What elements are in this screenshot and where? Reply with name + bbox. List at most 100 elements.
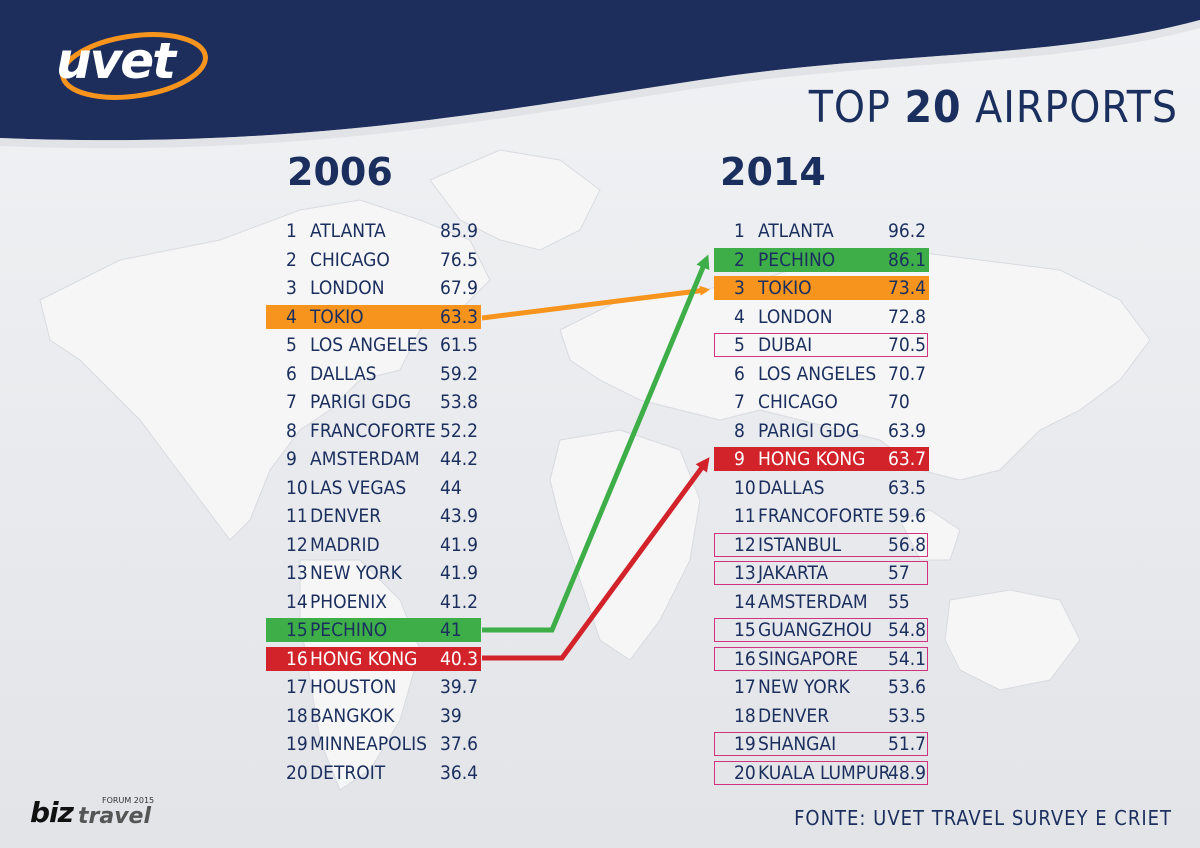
table-row: 1 ATLANTA 85.9	[266, 217, 486, 246]
airport-city: TOKIO	[310, 305, 364, 328]
airport-city: PHOENIX	[310, 590, 387, 613]
passengers-value: 37.6	[440, 733, 479, 755]
airport-city: FRANCOFORTE	[758, 505, 884, 527]
passengers-value: 61.5	[440, 334, 479, 356]
airport-city: HOUSTON	[310, 676, 397, 698]
passengers-value: 63.7	[888, 448, 927, 470]
row-highlight-red	[266, 646, 481, 671]
rank-number: 13	[286, 562, 308, 584]
airport-city: AMSTERDAM	[758, 590, 868, 613]
table-row: 1 ATLANTA 96.2	[714, 217, 934, 246]
airport-city: DENVER	[310, 505, 382, 527]
passengers-value: 44	[440, 476, 462, 499]
row-highlight-green	[714, 247, 929, 272]
passengers-value: 96.2	[888, 220, 927, 242]
airport-city: ATLANTA	[758, 220, 834, 242]
row-new-entry-box	[714, 646, 928, 671]
rank-number: 4	[286, 305, 297, 328]
airport-city: JAKARTA	[758, 562, 829, 584]
biz-logo-tag: FORUM 2015	[102, 796, 155, 805]
rank-number: 3	[286, 277, 297, 299]
passengers-value: 73.4	[888, 277, 927, 299]
rank-number: 19	[734, 733, 756, 755]
airport-city: LAS VEGAS	[310, 476, 407, 499]
passengers-value: 39.7	[440, 676, 479, 698]
rank-number: 11	[286, 505, 308, 527]
row-highlight-orange	[266, 304, 481, 329]
table-row: 17 HOUSTON 39.7	[266, 673, 486, 702]
airport-city: DALLAS	[758, 476, 825, 499]
table-row: 11 FRANCOFORTE 59.6	[714, 502, 934, 531]
table-row: 5 DUBAI 70.5	[714, 331, 934, 360]
rank-number: 17	[734, 676, 756, 698]
table-row: 6 LOS ANGELES 70.7	[714, 360, 934, 389]
row-new-entry-box	[714, 333, 928, 357]
passengers-value: 53.6	[888, 676, 927, 698]
table-row: 17 NEW YORK 53.6	[714, 673, 934, 702]
passengers-value: 41.9	[440, 533, 479, 556]
passengers-value: 72.8	[888, 305, 927, 328]
airport-city: HONG KONG	[310, 647, 418, 670]
title-suffix: AIRPORTS	[961, 82, 1178, 133]
page-title: TOP 20 AIRPORTS	[809, 82, 1178, 133]
table-row: 13 JAKARTA 57	[714, 559, 934, 588]
airport-city: HONG KONG	[758, 448, 866, 470]
rank-number: 11	[734, 505, 756, 527]
rank-number: 6	[734, 362, 745, 385]
table-row: 9 AMSTERDAM 44.2	[266, 445, 486, 474]
rank-number: 13	[734, 562, 756, 584]
rank-number: 2	[734, 248, 745, 271]
airport-city: PARIGI GDG	[310, 391, 412, 413]
passengers-value: 53.8	[440, 391, 479, 413]
table-row: 8 FRANCOFORTE 52.2	[266, 417, 486, 446]
ranking-2014: 1 ATLANTA 96.2 2 PECHINO 86.1 3 TOKIO 73.4 4 LONDO…	[714, 217, 934, 787]
rank-number: 8	[734, 419, 745, 442]
table-row: 18 DENVER 53.5	[714, 702, 934, 731]
ranking-2006: 1 ATLANTA 85.9 2 CHICAGO 76.5 3 LONDON 67.9 4 TOKI…	[266, 217, 486, 787]
airport-city: LOS ANGELES	[758, 362, 877, 385]
rank-number: 9	[286, 448, 297, 470]
airport-city: PECHINO	[758, 248, 836, 271]
uvet-logo: uvet	[52, 26, 212, 106]
biztravel-logo: biz travel FORUM 2015	[30, 796, 160, 832]
rank-number: 16	[286, 647, 308, 670]
table-row: 15 GUANGZHOU 54.8	[714, 616, 934, 645]
passengers-value: 48.9	[888, 761, 927, 784]
row-new-entry-box	[714, 618, 928, 642]
passengers-value: 54.1	[888, 647, 927, 670]
title-number: 20	[904, 82, 962, 133]
airport-city: MADRID	[310, 533, 380, 556]
airport-city: LONDON	[758, 305, 833, 328]
rank-number: 20	[734, 761, 756, 784]
passengers-value: 53.5	[888, 704, 927, 727]
table-row: 6 DALLAS 59.2	[266, 360, 486, 389]
table-row: 11 DENVER 43.9	[266, 502, 486, 531]
table-row: 7 CHICAGO 70	[714, 388, 934, 417]
airport-city: LOS ANGELES	[310, 334, 429, 356]
rank-number: 12	[734, 533, 756, 556]
rank-number: 15	[734, 619, 756, 641]
rank-number: 10	[286, 476, 308, 499]
passengers-value: 51.7	[888, 733, 927, 755]
airport-city: SHANGAI	[758, 733, 837, 755]
biz-logo-sub: travel	[78, 804, 152, 829]
passengers-value: 43.9	[440, 505, 479, 527]
airport-city: DENVER	[758, 704, 830, 727]
rank-number: 7	[286, 391, 297, 413]
row-new-entry-box	[714, 760, 928, 785]
row-highlight-orange	[714, 276, 929, 300]
airport-city: GUANGZHOU	[758, 619, 873, 641]
rank-number: 20	[286, 761, 308, 784]
table-row: 15 PECHINO 41	[266, 616, 486, 645]
rank-number: 14	[286, 590, 308, 613]
row-highlight-red	[714, 447, 929, 471]
year-right: 2014	[720, 150, 826, 194]
passengers-value: 41.2	[440, 590, 479, 613]
logo-text: uvet	[56, 32, 176, 90]
passengers-value: 70	[888, 391, 910, 413]
airport-city: MINNEAPOLIS	[310, 733, 428, 755]
rank-number: 18	[734, 704, 756, 727]
title-prefix: TOP	[808, 82, 905, 133]
table-row: 4 TOKIO 63.3	[266, 303, 486, 332]
airport-city: DALLAS	[310, 362, 377, 385]
